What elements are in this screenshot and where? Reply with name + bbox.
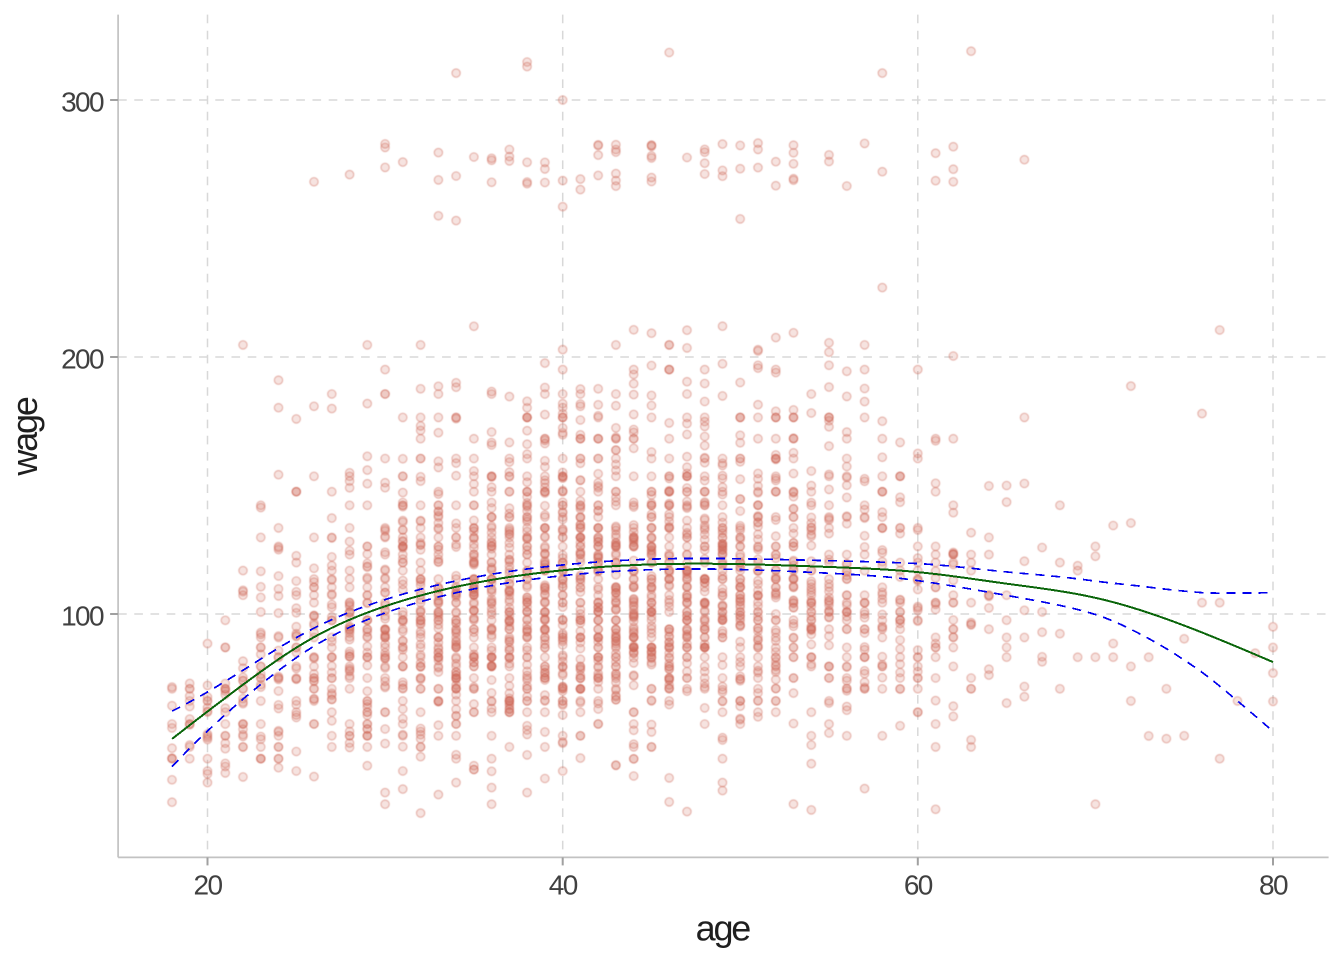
svg-text:200: 200 [61,344,104,375]
svg-text:300: 300 [61,87,104,118]
svg-text:wage: wage [4,397,45,476]
svg-text:60: 60 [904,869,933,900]
svg-text:80: 80 [1259,869,1288,900]
svg-text:age: age [696,907,751,948]
svg-text:20: 20 [194,869,223,900]
svg-text:40: 40 [549,869,578,900]
svg-text:100: 100 [61,601,104,632]
